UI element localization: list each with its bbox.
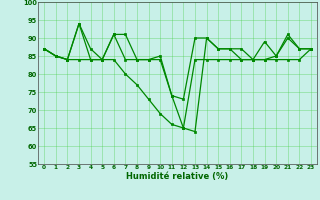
X-axis label: Humidité relative (%): Humidité relative (%): [126, 172, 229, 181]
